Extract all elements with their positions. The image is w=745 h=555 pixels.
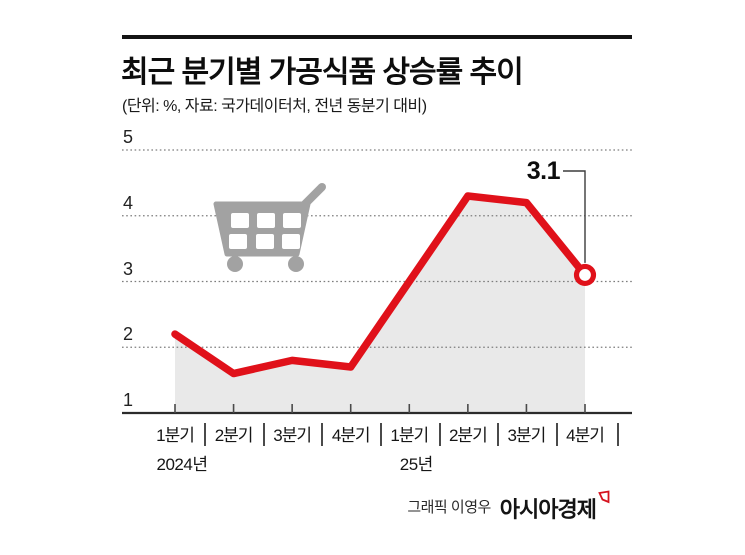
chart-subtitle: (단위: %, 자료: 국가데이터처, 전년 동분기 대비) (122, 98, 427, 115)
gridlines (122, 149, 632, 348)
x-label-4: 4분기 (331, 426, 371, 445)
x-axis (122, 404, 632, 415)
callout-connector (563, 170, 597, 287)
year-label: 25년 (399, 455, 434, 474)
y-tick-label-2: 2 (123, 324, 134, 345)
trend-line (171, 192, 589, 378)
brand-logo: 아시아경제 (499, 490, 610, 524)
x-label-separator (321, 423, 324, 446)
x-label-separator (380, 423, 382, 446)
x-label-separator (617, 423, 619, 446)
top-rule (122, 35, 632, 39)
callout-line (563, 170, 586, 263)
y-tick-label-4: 4 (123, 192, 134, 213)
x-label-7: 3분기 (507, 426, 547, 445)
x-label-separator (555, 423, 558, 446)
x-label-separator (262, 423, 265, 446)
shopping-cart-icon (213, 183, 326, 272)
area-under-line (175, 196, 585, 413)
credit-text: 그래픽 이영우 (407, 499, 491, 516)
x-label-separator (438, 423, 441, 446)
x-label-1: 1분기 (156, 426, 195, 445)
brand-logo-mark-icon (598, 490, 610, 504)
x-label-2: 2분기 (214, 426, 254, 445)
area-fill (175, 196, 585, 413)
x-label-separator (204, 423, 207, 446)
y-tick-label-1: 1 (123, 390, 134, 410)
chart-title: 최근 분기별 가공식품 상승률 추이 (121, 56, 524, 89)
credits: 그래픽 이영우 아시아경제 (407, 490, 610, 524)
x-label-separator (497, 423, 500, 446)
x-label-8: 4분기 (566, 426, 605, 445)
data-line (171, 192, 589, 378)
year-label: 2024년 (156, 455, 208, 474)
cart-wheel-right (288, 256, 304, 272)
x-label-6: 2분기 (448, 426, 488, 445)
brand-logo-text: 아시아경제 (499, 497, 597, 522)
x-label-5: 1분기 (390, 426, 429, 445)
last-point-marker (573, 263, 597, 287)
x-label-3: 3분기 (273, 426, 312, 445)
y-tick-label-5: 5 (123, 127, 134, 147)
y-tick-label-3: 3 (123, 258, 134, 279)
last-value-label: 3.1 (526, 157, 561, 185)
cart-wheel-left (227, 256, 243, 272)
